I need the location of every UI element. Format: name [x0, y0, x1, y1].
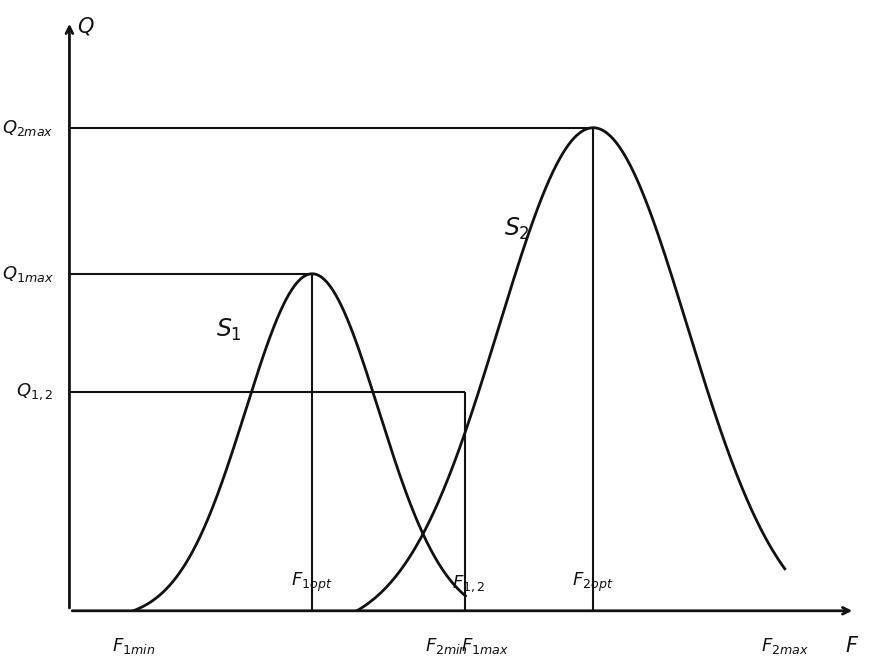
Text: $F_{1max}$: $F_{1max}$	[460, 636, 508, 656]
Text: $F_{1min}$: $F_{1min}$	[112, 636, 155, 656]
Text: $S_1$: $S_1$	[216, 317, 242, 343]
Text: $Q_{1,2}$: $Q_{1,2}$	[16, 381, 53, 402]
Text: $F_{1opt}$: $F_{1opt}$	[291, 571, 333, 594]
Text: F: F	[846, 636, 858, 656]
Text: $F_{2min}$: $F_{2min}$	[425, 636, 467, 656]
Text: $F_{1,2}$: $F_{1,2}$	[452, 573, 486, 594]
Text: $F_{2max}$: $F_{2max}$	[761, 636, 808, 656]
Text: $F_{2opt}$: $F_{2opt}$	[573, 571, 614, 594]
Text: $Q_{1max}$: $Q_{1max}$	[2, 264, 53, 284]
Text: $Q_{2max}$: $Q_{2max}$	[2, 117, 53, 138]
Text: $S_2$: $S_2$	[504, 216, 529, 242]
Text: Q: Q	[77, 16, 93, 37]
